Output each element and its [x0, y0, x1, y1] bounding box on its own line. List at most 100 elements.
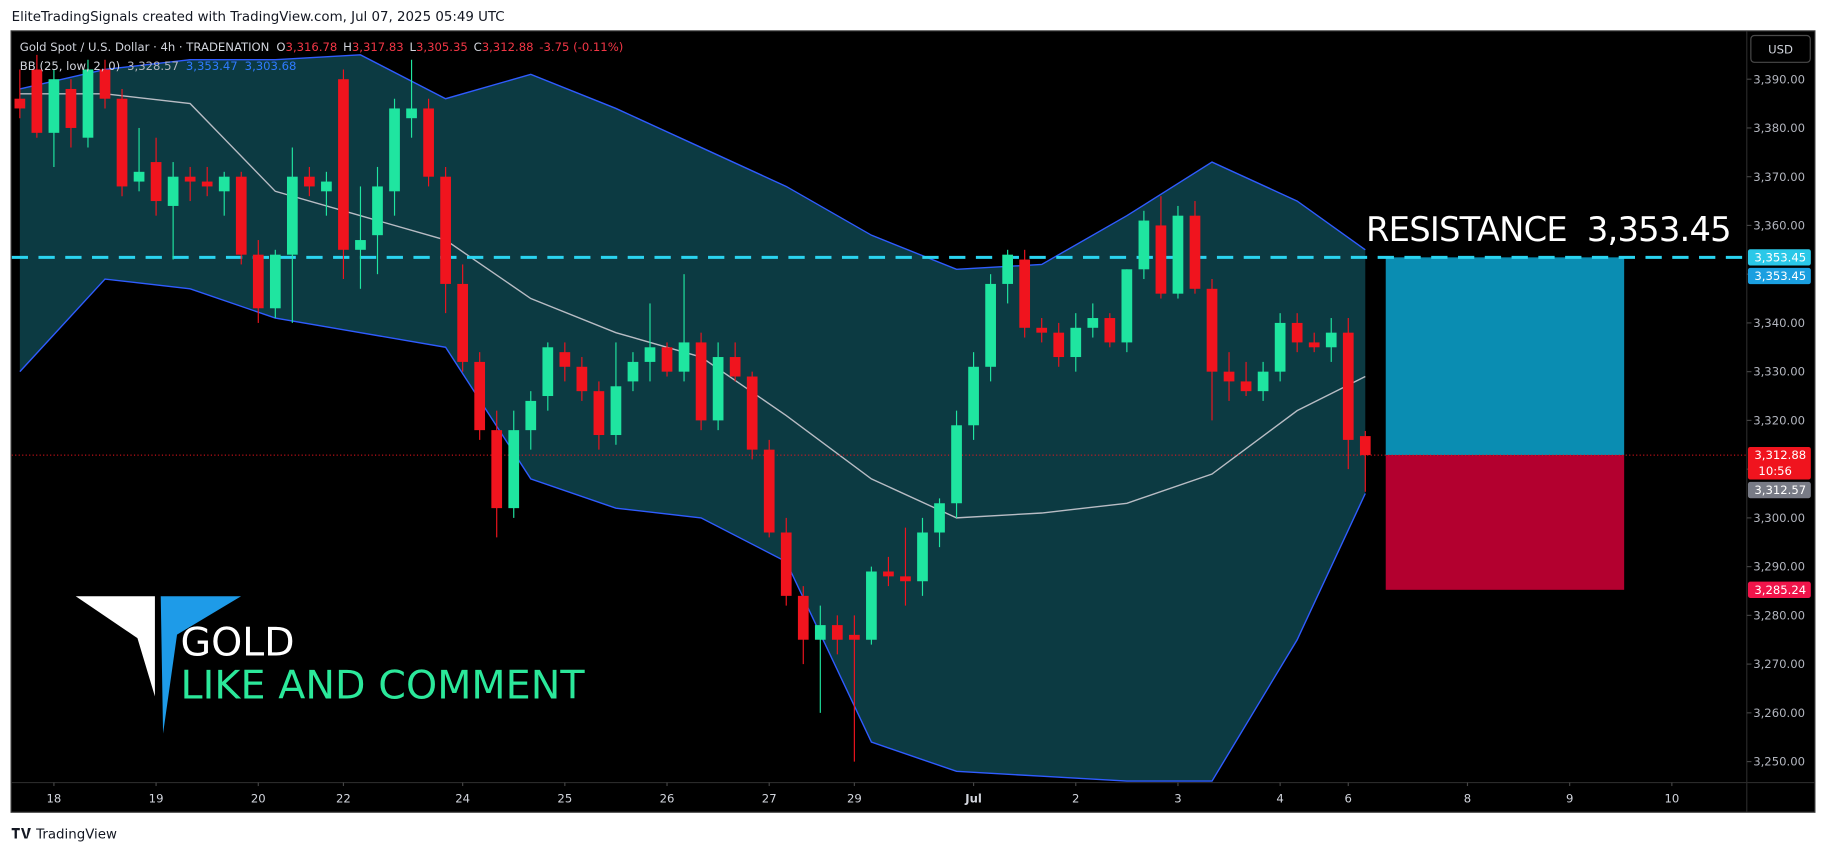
- brand-icon: [11, 827, 31, 839]
- brand: TradingView: [35, 827, 117, 842]
- candle-body: [695, 342, 707, 421]
- resistance-label: RESISTANCE 3,353.45: [1366, 210, 1732, 249]
- band-fill: [19, 54, 1366, 782]
- candle-body: [797, 595, 809, 640]
- price-label-box: [1747, 446, 1811, 480]
- candle-body: [1257, 371, 1269, 392]
- candle-body: [1240, 381, 1252, 392]
- x-tick-label: 26: [660, 791, 675, 805]
- candle-body: [99, 69, 111, 99]
- overlay: 3,250.00 3,260.00 3,270.00 3,280.00 3,290.00…: [47, 72, 1811, 805]
- candle-body: [934, 503, 945, 533]
- x-tick-label: 22: [336, 791, 351, 805]
- candle-body: [644, 347, 656, 362]
- candle-body: [763, 449, 775, 533]
- candle-body: [252, 254, 264, 309]
- plot-area: [11, 54, 1747, 782]
- x-tick-label: 25: [557, 791, 572, 805]
- y-tick-label: 3,380.00: [1753, 121, 1805, 135]
- bb-value: 3,303.68: [245, 59, 297, 73]
- y-tick-label: 3,360.00: [1753, 219, 1805, 233]
- x-tick-label: 9: [1566, 791, 1573, 805]
- x-tick-label: 3: [1174, 791, 1181, 805]
- candle-body: [746, 376, 758, 450]
- candle-body: [1019, 259, 1031, 328]
- candle-body: [372, 186, 383, 236]
- candle-body: [1121, 269, 1133, 343]
- candle-body: [218, 176, 230, 192]
- candle-body: [1138, 220, 1150, 270]
- candle-body: [729, 357, 741, 377]
- ohlc-value: 3,317.83: [352, 40, 404, 54]
- x-tick-label: 24: [455, 791, 470, 805]
- price-label-countdown: 10:56: [1758, 464, 1792, 478]
- x-tick-label: 6: [1345, 791, 1352, 805]
- candle-body: [48, 79, 60, 133]
- candle-body: [951, 425, 962, 504]
- x-tick-label: 20: [251, 791, 266, 805]
- candle-body: [304, 176, 315, 187]
- candle-body: [1002, 254, 1013, 284]
- ohlc-value: 3,316.78: [286, 40, 338, 54]
- candle-body: [1087, 318, 1099, 328]
- y-tick-label: 3,370.00: [1753, 170, 1805, 184]
- candle-body: [491, 430, 503, 509]
- price-label-box: [1747, 249, 1811, 266]
- price-label: 3,285.24: [1754, 583, 1806, 597]
- candle-body: [712, 357, 724, 421]
- candle-body: [1070, 327, 1082, 358]
- legend-line-1: Gold Spot / U.S. Dollar · 4h · TRADENATI…: [20, 40, 623, 54]
- y-tick-label: 3,390.00: [1753, 72, 1805, 86]
- y-tick-label: 3,280.00: [1753, 608, 1805, 622]
- candle-body: [1325, 332, 1337, 348]
- ohlc-key: O: [276, 40, 285, 54]
- candle-body: [286, 176, 298, 255]
- candle-body: [814, 625, 826, 640]
- logo-title: GOLD: [181, 620, 295, 666]
- y-tick-label: 3,300.00: [1753, 511, 1805, 525]
- currency-button[interactable]: [1750, 34, 1811, 63]
- currency-label: USD: [1768, 43, 1793, 57]
- candle-body: [917, 532, 928, 582]
- attribution: EliteTradingSignals created with Trading…: [12, 10, 505, 25]
- candle-body: [1308, 342, 1320, 348]
- ohlc-key: H: [343, 40, 352, 54]
- candle-body: [1274, 322, 1286, 372]
- ohlc-key: C: [474, 40, 482, 54]
- candle-body: [338, 79, 349, 250]
- ohlc-value: 3,305.35: [416, 40, 468, 54]
- candle-body: [678, 342, 690, 372]
- candle-body: [235, 176, 247, 255]
- y-tick-label: 3,250.00: [1753, 755, 1805, 769]
- x-tick-label: 8: [1464, 791, 1471, 805]
- x-tick-label: 10: [1664, 791, 1679, 805]
- candle-body: [831, 625, 843, 640]
- candle-body: [542, 347, 554, 397]
- ohlc-value: 3,312.88: [482, 40, 534, 54]
- candle-body: [900, 576, 911, 582]
- candle-body: [1359, 436, 1371, 456]
- y-tick-label: 3,320.00: [1753, 413, 1805, 427]
- logo-subtitle: LIKE AND COMMENT: [181, 663, 586, 709]
- candle-body: [1342, 332, 1354, 440]
- candle-body: [627, 361, 639, 382]
- candle-body: [1036, 327, 1048, 333]
- candle-body: [474, 361, 486, 431]
- candle-body: [321, 181, 332, 192]
- candle-body: [1291, 322, 1303, 343]
- candle-body: [423, 108, 434, 177]
- candle-body: [406, 108, 417, 119]
- price-label: 3,353.45: [1754, 269, 1806, 283]
- candle-body: [1223, 371, 1235, 382]
- candle-body: [661, 347, 673, 372]
- candle-body: [559, 352, 571, 367]
- candle-body: [849, 634, 860, 640]
- x-tick-label: Jul: [964, 791, 982, 805]
- candle-body: [133, 171, 145, 182]
- band-upper: [19, 54, 1366, 271]
- legend-line-2: BB (25, low, 2, 0) 3,328.57 3,353.47 3,303.…: [20, 59, 297, 73]
- candle-body: [116, 98, 128, 187]
- candle-body: [883, 571, 894, 577]
